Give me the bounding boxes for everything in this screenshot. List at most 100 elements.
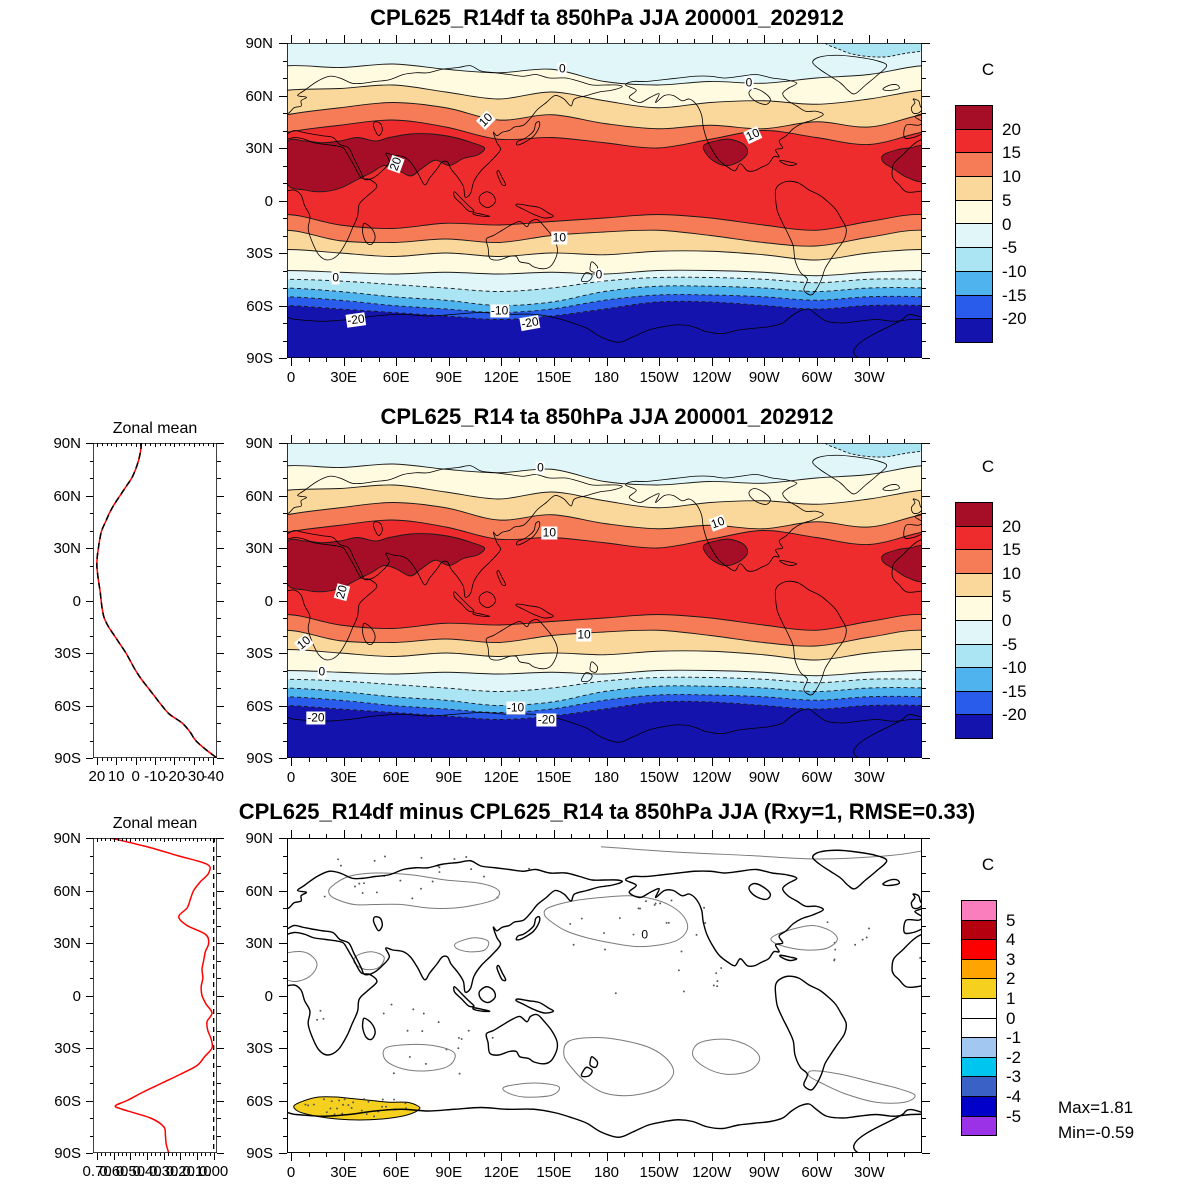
- lat-tick: [922, 1048, 930, 1049]
- coastline: [287, 466, 622, 598]
- contour-label: 0: [744, 75, 754, 90]
- coastline: [486, 1014, 557, 1063]
- temp-band: [287, 63, 922, 108]
- coastline: [486, 219, 557, 268]
- lon-tick: [729, 39, 731, 43]
- lat-tick-label: 60N: [53, 882, 81, 900]
- lon-tick: [904, 439, 906, 443]
- lat-tick-label: 90S: [246, 350, 273, 367]
- lat-tick: [922, 873, 926, 874]
- stipple-dot: [457, 1047, 460, 1050]
- stipple-dot: [336, 1107, 338, 1110]
- lat-tick: [86, 1100, 93, 1102]
- zero-contour-loop: [454, 938, 488, 952]
- lat-tick-label: 60S: [246, 1092, 273, 1110]
- zonal-curve-red: [110, 838, 214, 1153]
- colorbar-label: 4: [1006, 930, 1016, 950]
- lat-tick-label: 90S: [246, 750, 273, 767]
- lat-tick: [922, 583, 926, 584]
- lat-tick: [217, 1100, 224, 1102]
- lon-tick: [799, 439, 801, 443]
- stipple-dot: [382, 1012, 385, 1015]
- contour-line: [287, 250, 922, 261]
- lon-tick: [834, 39, 836, 43]
- stipple-dot: [393, 1098, 396, 1101]
- lon-tick: [781, 439, 783, 443]
- lon-tick-label: 180: [593, 769, 620, 786]
- contour-label: -20: [306, 710, 326, 725]
- x-tick: [155, 1153, 157, 1156]
- lon-tick: [378, 39, 380, 43]
- lat-tick-label: 0: [264, 987, 273, 1005]
- colorbar-label: 10: [1002, 167, 1021, 187]
- contour-line: [287, 464, 922, 485]
- lat-tick: [283, 218, 287, 219]
- lat-tick: [279, 253, 287, 254]
- stipple-dot: [424, 1062, 427, 1065]
- colorbar-label: -2: [1006, 1047, 1022, 1067]
- lon-tick-label: 90W: [748, 1164, 780, 1181]
- x-tick: [213, 443, 215, 447]
- contour-label: 0: [331, 270, 341, 285]
- temp-band: [287, 463, 922, 508]
- x-tick: [155, 758, 156, 765]
- lon-tick: [851, 834, 853, 838]
- lat-tick: [217, 925, 221, 927]
- lon-tick-label: 30E: [330, 769, 357, 786]
- x-tick: [126, 1153, 128, 1156]
- contour-line: [287, 650, 922, 661]
- lon-tick: [659, 830, 661, 838]
- lat-tick: [283, 908, 287, 909]
- x-tick: [117, 1153, 119, 1156]
- x-tick: [198, 443, 200, 446]
- lon-tick: [553, 35, 555, 43]
- colorbar-box: [955, 667, 993, 692]
- map-panel-2: [287, 443, 922, 758]
- stipple-dot: [307, 1104, 310, 1107]
- x-tick: [109, 1153, 111, 1156]
- coastline: [590, 662, 598, 673]
- x-tick: [159, 1153, 161, 1156]
- zonal-mean-plot-2: [93, 443, 217, 758]
- lat-tick: [279, 890, 287, 892]
- lon-tick: [501, 830, 503, 838]
- stipple-dot: [670, 899, 673, 902]
- stipple-dot: [404, 1102, 407, 1105]
- lon-tick: [413, 358, 415, 362]
- lon-tick: [343, 435, 345, 443]
- zonal-x-tick-label: 0.60: [99, 1163, 129, 1180]
- temp-band: [287, 249, 922, 276]
- lon-tick: [694, 39, 696, 43]
- coastline: [454, 987, 474, 1007]
- x-tick: [192, 838, 194, 841]
- x-tick: [111, 758, 113, 761]
- zonal-x-tick-label: 0.30: [149, 1163, 179, 1180]
- x-tick: [151, 1153, 153, 1156]
- plot-bg: [93, 838, 217, 1153]
- zero-contour-loop: [287, 951, 317, 981]
- lat-tick: [283, 723, 287, 724]
- x-tick: [167, 1153, 169, 1156]
- lat-tick: [283, 1083, 287, 1084]
- lon-tick: [553, 758, 555, 766]
- lat-tick: [86, 495, 93, 497]
- lon-tick: [659, 358, 661, 366]
- contour-label: 10: [551, 230, 568, 245]
- temp-band: [287, 443, 922, 485]
- lon-tick: [396, 35, 398, 43]
- contour-label: -20: [536, 712, 557, 727]
- lon-tick: [799, 758, 801, 762]
- lat-tick: [217, 1030, 221, 1032]
- x-tick: [111, 443, 113, 446]
- lon-tick-label: 60W: [801, 1164, 833, 1181]
- lon-tick: [326, 358, 328, 362]
- lon-tick: [606, 1153, 608, 1161]
- lon-tick-label: 120E: [483, 769, 519, 786]
- colorbar-box: [961, 1095, 997, 1117]
- coastline: [373, 122, 382, 136]
- stipple-dot: [659, 902, 662, 905]
- lat-tick: [922, 908, 926, 909]
- lon-tick: [413, 439, 415, 443]
- lon-tick: [781, 39, 783, 43]
- lat-tick: [922, 165, 926, 167]
